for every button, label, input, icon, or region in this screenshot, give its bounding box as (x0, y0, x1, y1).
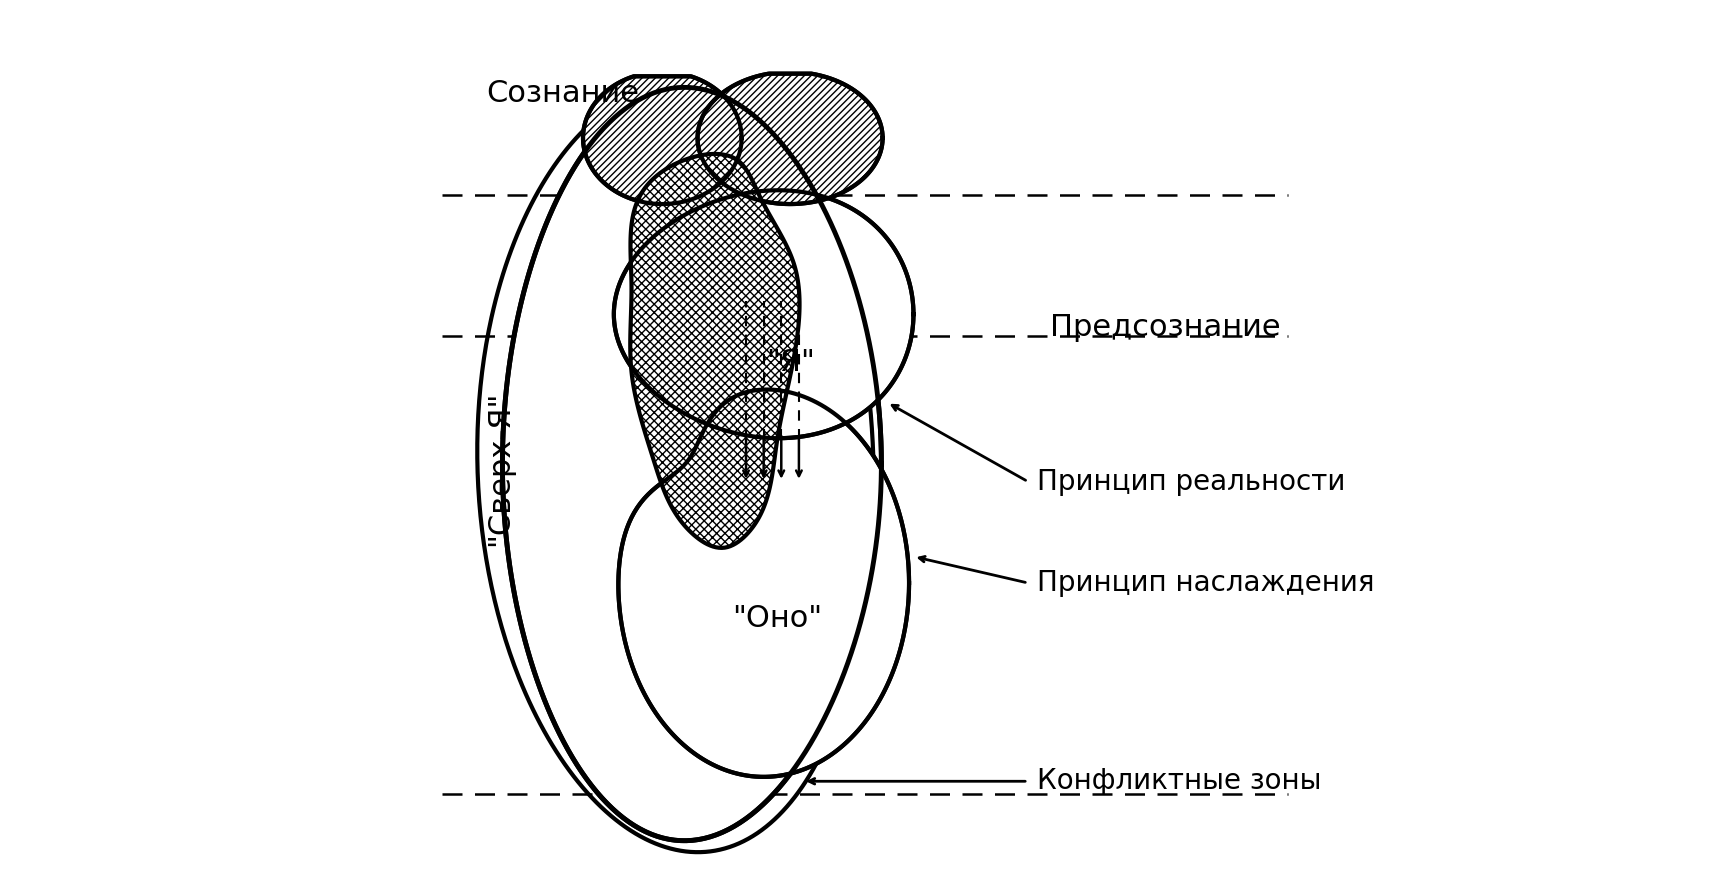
Text: "Сверх-Я": "Сверх-Я" (484, 391, 514, 546)
Polygon shape (630, 154, 799, 548)
Polygon shape (502, 88, 881, 841)
Polygon shape (618, 390, 908, 777)
Text: Сознание: Сознание (486, 80, 638, 109)
Text: "Я": "Я" (766, 348, 815, 377)
Polygon shape (614, 190, 913, 438)
Text: Конфликтные зоны: Конфликтные зоны (1036, 767, 1322, 796)
Text: Принцип реальности: Принцип реальности (1036, 468, 1346, 496)
Text: Предсознание: Предсознание (1050, 313, 1280, 342)
Text: "Оно": "Оно" (732, 604, 822, 633)
Polygon shape (697, 73, 882, 204)
Text: Принцип наслаждения: Принцип наслаждения (1036, 569, 1374, 597)
Polygon shape (583, 76, 742, 204)
